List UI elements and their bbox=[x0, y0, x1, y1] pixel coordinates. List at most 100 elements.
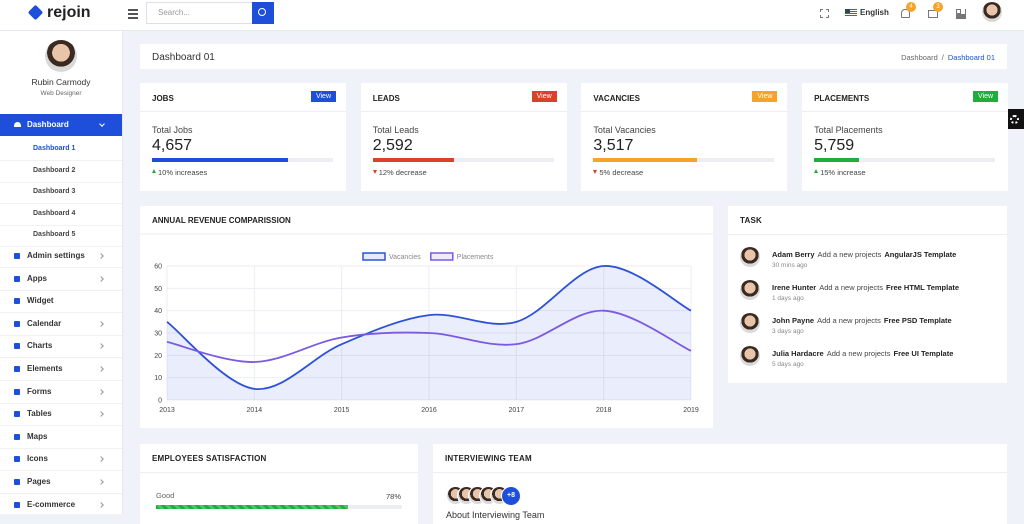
breadcrumb-item: / bbox=[941, 53, 944, 62]
submenu-item[interactable]: Dashboard 3 bbox=[0, 182, 122, 204]
task-name: John Payne bbox=[772, 316, 815, 325]
x-tick-label: 2016 bbox=[421, 407, 437, 414]
stat-value: 2,592 bbox=[372, 137, 413, 154]
menu-item[interactable]: Admin settings bbox=[0, 245, 122, 268]
task-action: Add a new projects bbox=[817, 316, 881, 325]
menu-icon bbox=[14, 298, 20, 305]
legend-label: Placements bbox=[457, 254, 494, 261]
divider bbox=[581, 111, 788, 112]
submenu-label: Dashboard 5 bbox=[33, 231, 76, 238]
search-button[interactable] bbox=[252, 2, 274, 24]
view-button[interactable]: View bbox=[310, 91, 336, 102]
progress-bar bbox=[372, 158, 455, 162]
search-input[interactable]: Search... bbox=[146, 2, 253, 24]
mail-icon[interactable] bbox=[928, 10, 938, 18]
view-button[interactable]: View bbox=[973, 91, 999, 102]
fullscreen-icon[interactable] bbox=[820, 9, 829, 18]
submenu-item[interactable]: Dashboard 1 bbox=[0, 139, 122, 161]
x-tick-label: 2017 bbox=[509, 407, 525, 414]
progress-track bbox=[156, 505, 402, 509]
menu-item[interactable]: Widget bbox=[0, 290, 122, 314]
search-placeholder: Search... bbox=[158, 8, 191, 17]
menu-item[interactable]: Tables bbox=[0, 403, 122, 427]
task-title: TASK bbox=[740, 216, 762, 225]
divider bbox=[360, 111, 567, 112]
menu-icon bbox=[14, 388, 20, 395]
menu-label: Charts bbox=[27, 341, 53, 351]
menu-item[interactable]: Elements bbox=[0, 358, 122, 381]
page-title: Dashboard 01 bbox=[152, 52, 215, 63]
change-text: 12% decrease bbox=[378, 168, 427, 177]
menu-label: Admin settings bbox=[27, 251, 85, 260]
menu-toggle[interactable] bbox=[128, 9, 138, 11]
y-tick-label: 40 bbox=[154, 308, 162, 315]
task-line: Adam Berry Add a new projects AngularJS Te… bbox=[772, 250, 956, 259]
breadcrumb: Dashboard / Dashboard 01 bbox=[897, 53, 995, 62]
card-title: LEADS bbox=[372, 94, 400, 103]
menu-item[interactable]: Forms bbox=[0, 381, 122, 404]
profile-avatar bbox=[45, 40, 77, 72]
progress-track bbox=[814, 158, 996, 162]
menu-label: Icons bbox=[27, 454, 48, 464]
settings-toggle[interactable] bbox=[1004, 109, 1024, 129]
interviewing-title: INTERVIEWING TEAM bbox=[445, 454, 532, 463]
menu-label: Forms bbox=[27, 386, 52, 396]
about-heading: About Interviewing Team bbox=[446, 510, 545, 520]
menu-label: Maps bbox=[27, 431, 48, 441]
legend-swatch bbox=[430, 252, 454, 261]
menu-icon bbox=[14, 411, 20, 418]
view-button[interactable]: View bbox=[531, 91, 557, 102]
menu-item[interactable]: Calendar bbox=[0, 313, 122, 336]
menu-item[interactable]: Pages bbox=[0, 471, 122, 494]
chevron bbox=[98, 253, 104, 259]
chevron bbox=[98, 411, 104, 418]
y-tick-label: 60 bbox=[154, 264, 162, 271]
card-title: VACANCIES bbox=[593, 94, 640, 103]
x-tick-label: 2015 bbox=[334, 407, 350, 414]
user-avatar[interactable] bbox=[982, 2, 1002, 22]
task-avatar bbox=[740, 247, 760, 267]
task-time: 1 days ago bbox=[772, 295, 804, 302]
task-line: John Payne Add a new projects Free PSD Tem… bbox=[772, 316, 952, 325]
apps-icon[interactable] bbox=[956, 9, 961, 14]
language[interactable]: English bbox=[860, 8, 889, 17]
breadcrumb-item: Dashboard 01 bbox=[947, 53, 995, 62]
breadcrumb-item[interactable]: Dashboard bbox=[901, 53, 938, 62]
menu-item[interactable]: Maps bbox=[0, 426, 122, 449]
view-button[interactable]: View bbox=[752, 91, 778, 102]
submenu-item[interactable]: Dashboard 5 bbox=[0, 225, 122, 247]
chevron bbox=[99, 121, 105, 127]
stat-label: Total Vacancies bbox=[593, 125, 656, 135]
task-line: Julia Hardacre Add a new projects Free UI … bbox=[772, 349, 953, 358]
chevron bbox=[98, 366, 104, 372]
submenu-label: Dashboard 3 bbox=[33, 188, 76, 195]
bell-icon[interactable] bbox=[901, 9, 910, 18]
card-title: JOBS bbox=[152, 94, 174, 103]
menu-item-active[interactable]: Dashboard bbox=[0, 114, 122, 136]
search-icon bbox=[258, 8, 266, 16]
change-text: 15% increase bbox=[820, 168, 866, 177]
y-tick-label: 30 bbox=[154, 331, 162, 338]
message-badge: 3 bbox=[933, 2, 943, 12]
task-action: Add a new projects bbox=[817, 250, 882, 259]
submenu-item[interactable]: Dashboard 2 bbox=[0, 161, 122, 183]
progress-track bbox=[372, 158, 554, 162]
progress-bar bbox=[156, 505, 348, 509]
task-name: Adam Berry bbox=[772, 250, 815, 259]
x-tick-label: 2014 bbox=[247, 407, 263, 414]
menu-item[interactable]: Charts bbox=[0, 335, 122, 359]
more-members[interactable]: +8 bbox=[501, 486, 521, 506]
chevron bbox=[98, 479, 104, 485]
chart-card: ANNUAL REVENUE COMPARISSION 0 10 20 30 40 50 6… bbox=[140, 206, 713, 428]
menu-item[interactable]: Apps bbox=[0, 268, 122, 291]
menu-item[interactable]: Icons bbox=[0, 448, 122, 472]
menu-item[interactable]: E-commerce bbox=[0, 494, 122, 517]
submenu-item[interactable]: Dashboard 4 bbox=[0, 204, 122, 226]
progress-track bbox=[152, 158, 333, 162]
task-time: 3 days ago bbox=[772, 328, 804, 335]
change-text: 5% decrease bbox=[599, 168, 644, 177]
menu-icon bbox=[14, 479, 20, 485]
satisfaction-label: Good bbox=[156, 491, 175, 500]
menu-icon bbox=[14, 253, 20, 259]
stat-label: Total Placements bbox=[814, 125, 883, 135]
